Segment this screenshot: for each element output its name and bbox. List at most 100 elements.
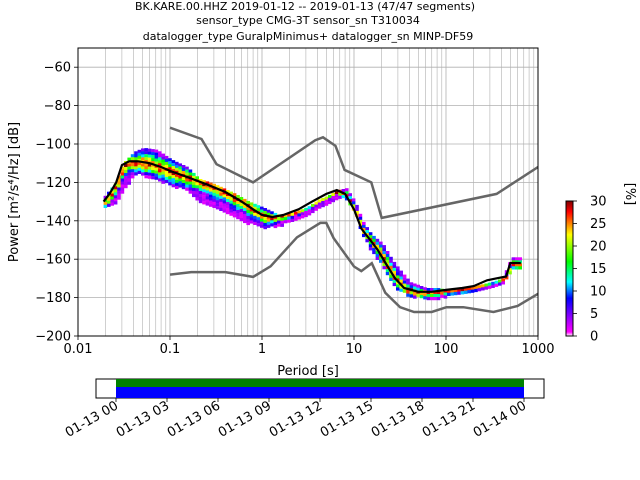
ppd-cell [433,294,437,298]
ppd-cell [158,175,162,179]
ppd-cell [470,289,475,293]
ppd-cell [232,214,237,218]
ppd-cell [280,217,284,221]
ppd-cell [263,220,267,224]
ppd-cell [382,248,386,252]
ppd-cell [226,208,230,212]
ppd-cell [263,217,267,221]
ppd-cell [246,200,250,205]
ppd-cell [147,154,152,158]
ppd-cell [120,187,125,191]
ppd-cell [154,149,159,153]
ppd-cell [487,285,492,289]
ppd-cell [402,283,407,287]
ppd-cell [277,217,281,221]
ppd-cell [249,202,254,206]
ppd-cell [141,166,145,170]
ppd-cell [253,221,257,225]
ppd-cell [399,279,403,283]
ppd-cell [243,216,247,221]
ppd-cell [355,204,359,209]
ppd-cell [161,153,165,157]
ppd-cell [137,170,142,174]
ppd-cell [239,212,244,216]
ppd-cell [379,247,383,251]
ppd-cell [144,148,148,152]
ppd-cell [266,221,271,225]
timeline-tick-label: 01-13 18 [369,398,427,440]
ppd-cell [127,166,131,170]
ppd-cell [181,177,186,181]
ppd-cell [355,207,359,212]
ppd-cell [430,294,434,298]
ppd-cell [419,286,424,290]
ppd-cell [161,162,165,166]
ppd-cell [198,188,203,192]
ppd-cell [205,184,210,188]
ppd-cell [406,293,410,297]
ppd-cell [283,220,288,224]
ppd-cell [263,208,267,212]
ppd-cell [453,289,458,293]
ppd-cell [280,223,284,227]
ppd-cell [188,178,193,182]
timeline-tick-label: 01-13 09 [216,398,274,440]
ppd-cell [151,149,155,153]
ppd-cell [137,152,142,156]
ppd-cell [130,169,135,173]
ppd-cell [124,182,128,186]
ppd-cell [164,158,169,163]
ppd-cell [382,254,386,258]
ppd-cell [205,181,210,185]
ppd-cell [481,287,485,291]
timeline-tick-label: 01-13 21 [420,398,478,440]
ppd-cell [362,227,366,232]
ppd-cell [175,167,179,171]
ppd-cell [494,280,499,284]
ppd-cell [423,287,427,291]
ppd-cell [396,284,400,288]
ppd-cell [436,288,441,292]
ppd-cell [498,282,502,286]
ppd-cell [168,164,172,168]
ppd-cell [236,210,240,214]
ppd-cell [518,263,522,267]
ppd-cell [324,199,329,203]
ppd-cell [402,280,407,284]
ppd-cell [181,165,186,169]
plot-frame [77,47,539,337]
ppd-cell [117,196,121,200]
ppd-cell [147,148,152,152]
ppd-cell [117,178,121,182]
ppd-cell [229,191,233,195]
ppd-cell [134,157,138,161]
ppd-cell [396,281,400,285]
ppd-cell [164,179,169,184]
ppd-cell [239,206,244,210]
ppd-cell [413,292,417,296]
x-tick-label: 0.1 [160,342,181,357]
ppd-cell [171,160,176,164]
ppd-cell [413,295,417,299]
ppd-cell [212,204,216,208]
ppd-cell [243,204,247,209]
ppd-cell [158,178,162,182]
ppd-cell [134,172,138,176]
ppd-cell [134,166,138,170]
ppd-cell [321,201,325,205]
ppd-cell [164,170,169,175]
ppd-cell [205,193,210,197]
ppd-cell [134,151,138,155]
ppd-cell [464,290,468,294]
ppd-cell [164,164,169,169]
nlnm-noise-model-line [169,221,538,314]
ppd-cell [147,172,152,176]
ppd-cell [205,196,210,200]
ppd-cell [181,171,186,175]
ppd-cell [154,152,159,156]
ppd-cell [202,192,206,196]
ppd-cell [175,164,179,168]
ppd-cell [178,169,182,173]
ppd-cell [426,294,431,298]
